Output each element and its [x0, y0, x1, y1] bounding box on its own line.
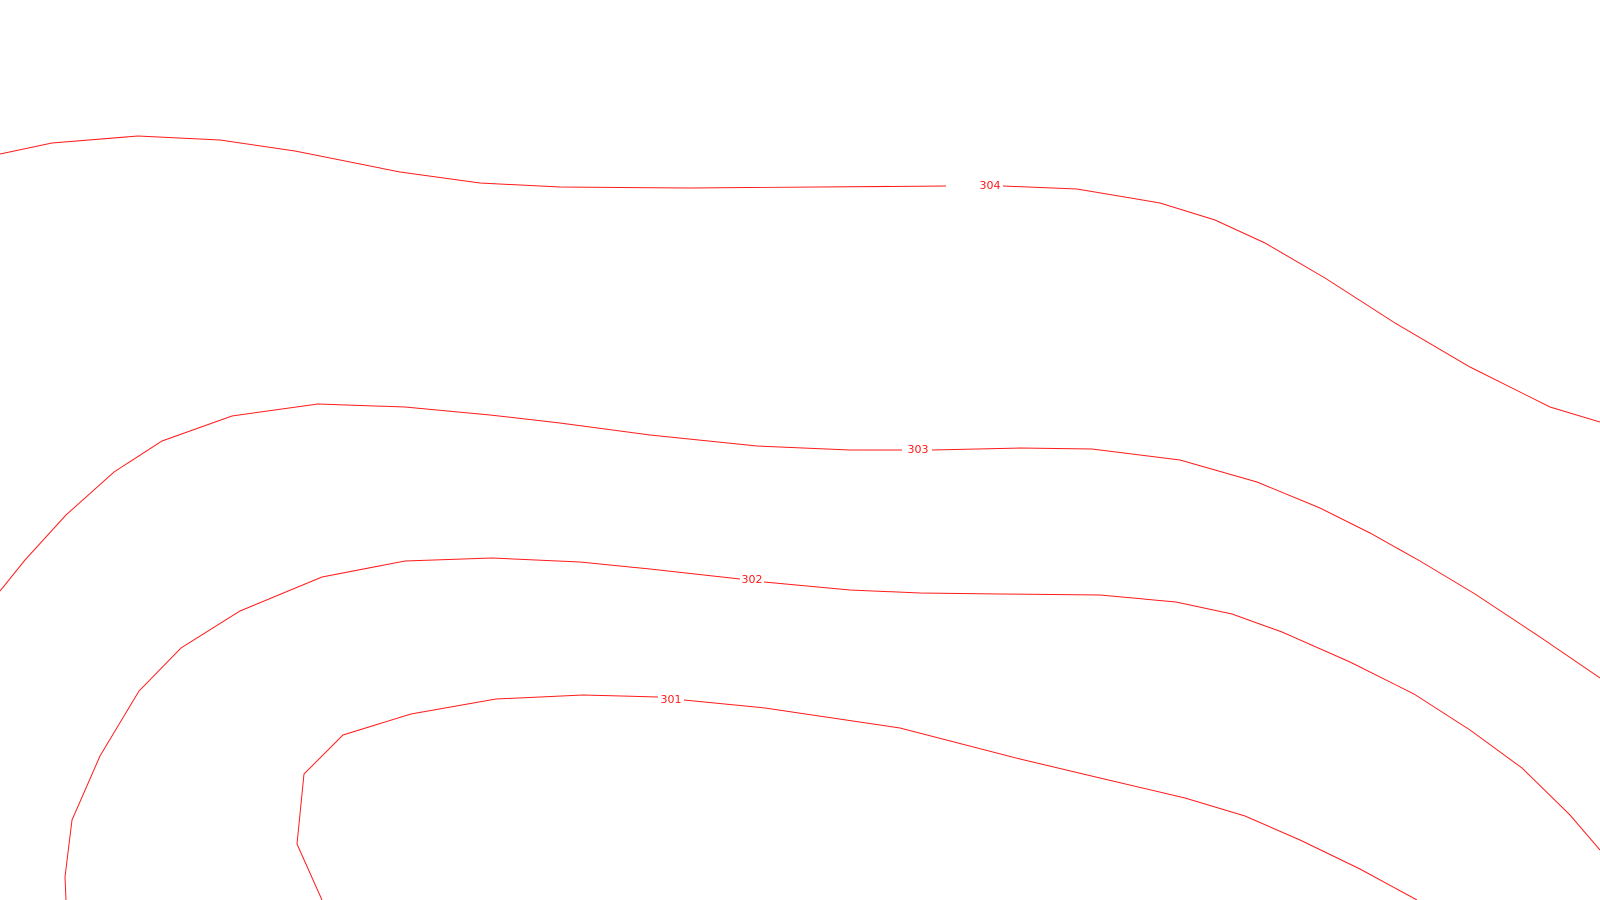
contour-label-303: 303: [908, 443, 929, 456]
contour-304: 304: [0, 135, 1600, 423]
contour-line-303: [0, 403, 1600, 679]
contour-label-304: 304: [980, 179, 1001, 192]
contour-303: 303: [0, 403, 1600, 679]
contour-301: 301: [296, 693, 1418, 900]
contour-line-301: [296, 694, 1418, 900]
contour-label-302: 302: [742, 573, 763, 586]
contour-line-302: [64, 557, 1600, 900]
contour-302: 302: [64, 557, 1600, 900]
contour-label-301: 301: [661, 693, 682, 706]
contour-line-304: [0, 135, 1600, 423]
